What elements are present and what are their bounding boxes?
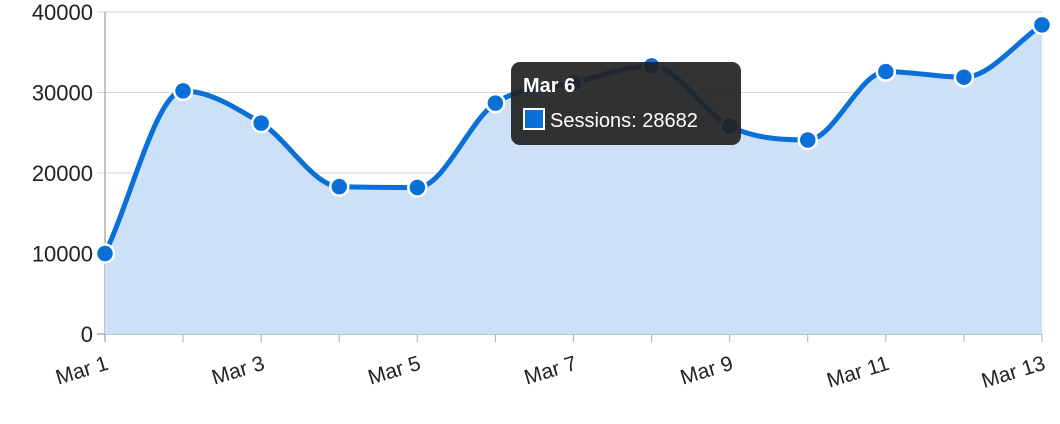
- x-tick-label: Mar 1: [53, 352, 111, 390]
- tooltip-title: Mar 6: [523, 75, 575, 97]
- data-point-11[interactable]: [875, 61, 897, 82]
- data-point-2[interactable]: [172, 80, 194, 102]
- x-tick-label: Mar 9: [678, 352, 736, 390]
- x-tick-label: Mar 13: [979, 352, 1048, 393]
- area-fill: [105, 24, 1042, 334]
- tooltip-swatch: [525, 110, 543, 128]
- data-point-6[interactable]: [485, 92, 506, 114]
- x-tick-label: Mar 5: [365, 352, 423, 390]
- data-point-13[interactable]: [1031, 14, 1053, 36]
- x-tick-label: Mar 3: [209, 352, 267, 390]
- x-axis-labels: Mar 1 Mar 3 Mar 5 Mar 7 Mar 9 Mar 11 Mar 13: [53, 352, 1048, 393]
- tooltip-label: Sessions: 28682: [550, 110, 698, 132]
- x-tick-label: Mar 11: [824, 352, 892, 393]
- data-point-12[interactable]: [953, 66, 975, 88]
- data-point-10[interactable]: [797, 129, 818, 151]
- y-tick-label: 10000: [32, 242, 93, 267]
- y-tick-label: 20000: [32, 161, 93, 186]
- x-tick-label: Mar 7: [522, 352, 580, 390]
- data-point-5[interactable]: [407, 177, 428, 198]
- y-tick-label: 0: [81, 322, 93, 347]
- y-tick-label: 40000: [32, 0, 93, 25]
- data-point-4[interactable]: [329, 176, 350, 197]
- data-point-1[interactable]: [94, 243, 116, 264]
- tooltip-background: [511, 62, 741, 145]
- y-tick-label: 30000: [32, 81, 93, 106]
- data-point-3[interactable]: [250, 112, 272, 134]
- chart-tooltip: Mar 6 Sessions: 28682: [511, 62, 741, 145]
- y-axis-labels: 0 10000 20000 30000 40000: [32, 0, 93, 347]
